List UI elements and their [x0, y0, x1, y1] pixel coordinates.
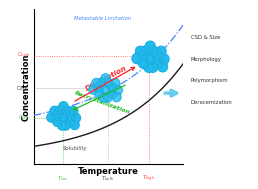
Circle shape	[141, 46, 151, 56]
Circle shape	[59, 102, 68, 111]
Text: Polymorphism: Polymorphism	[191, 78, 228, 83]
Circle shape	[103, 93, 112, 102]
Text: C$_{bulk}$: C$_{bulk}$	[16, 84, 30, 93]
Text: Recrystallization: Recrystallization	[74, 90, 131, 115]
Circle shape	[69, 106, 78, 116]
Circle shape	[89, 85, 98, 94]
Circle shape	[135, 46, 145, 57]
Circle shape	[53, 117, 62, 126]
Circle shape	[108, 83, 117, 92]
Circle shape	[66, 111, 75, 120]
Text: T$_{high}$: T$_{high}$	[142, 174, 156, 184]
Text: Metastable Limitation: Metastable Limitation	[74, 16, 131, 21]
Text: Deracemization: Deracemization	[191, 100, 232, 105]
Text: T$_{bulk}$: T$_{bulk}$	[101, 174, 115, 183]
Circle shape	[101, 74, 110, 83]
Circle shape	[153, 58, 163, 68]
Circle shape	[158, 62, 167, 72]
Circle shape	[153, 51, 163, 62]
Text: T$_{low}$: T$_{low}$	[58, 174, 69, 183]
Text: CSD & Size: CSD & Size	[191, 35, 220, 40]
Circle shape	[149, 46, 159, 57]
Circle shape	[132, 53, 142, 64]
X-axis label: Temperature: Temperature	[78, 167, 139, 176]
Circle shape	[50, 106, 59, 116]
Circle shape	[70, 120, 79, 130]
Text: C$_{low}$: C$_{low}$	[18, 113, 30, 122]
Circle shape	[114, 85, 123, 95]
Text: C$_{high}$: C$_{high}$	[17, 51, 30, 61]
Circle shape	[156, 46, 166, 57]
Circle shape	[92, 78, 101, 88]
Y-axis label: Concentration: Concentration	[22, 53, 31, 121]
Circle shape	[62, 106, 71, 116]
Circle shape	[145, 41, 155, 51]
Circle shape	[111, 78, 120, 88]
Circle shape	[101, 85, 110, 95]
Circle shape	[94, 83, 103, 92]
Circle shape	[144, 62, 154, 72]
Circle shape	[71, 113, 80, 123]
Circle shape	[61, 121, 70, 130]
Circle shape	[104, 78, 113, 88]
Circle shape	[97, 78, 106, 87]
Text: Solubility: Solubility	[63, 146, 88, 151]
Circle shape	[148, 62, 158, 72]
Circle shape	[138, 58, 148, 68]
Circle shape	[66, 117, 75, 126]
Circle shape	[159, 54, 169, 64]
Text: Dissolution: Dissolution	[84, 65, 128, 92]
Circle shape	[112, 92, 121, 102]
Circle shape	[108, 89, 117, 98]
Circle shape	[100, 93, 109, 102]
Circle shape	[95, 89, 103, 98]
Circle shape	[55, 106, 64, 115]
Circle shape	[59, 113, 68, 123]
Circle shape	[145, 54, 155, 64]
Circle shape	[47, 113, 56, 122]
Text: Morphology: Morphology	[191, 57, 222, 62]
Circle shape	[58, 121, 67, 130]
Circle shape	[52, 111, 61, 120]
Circle shape	[138, 51, 148, 62]
